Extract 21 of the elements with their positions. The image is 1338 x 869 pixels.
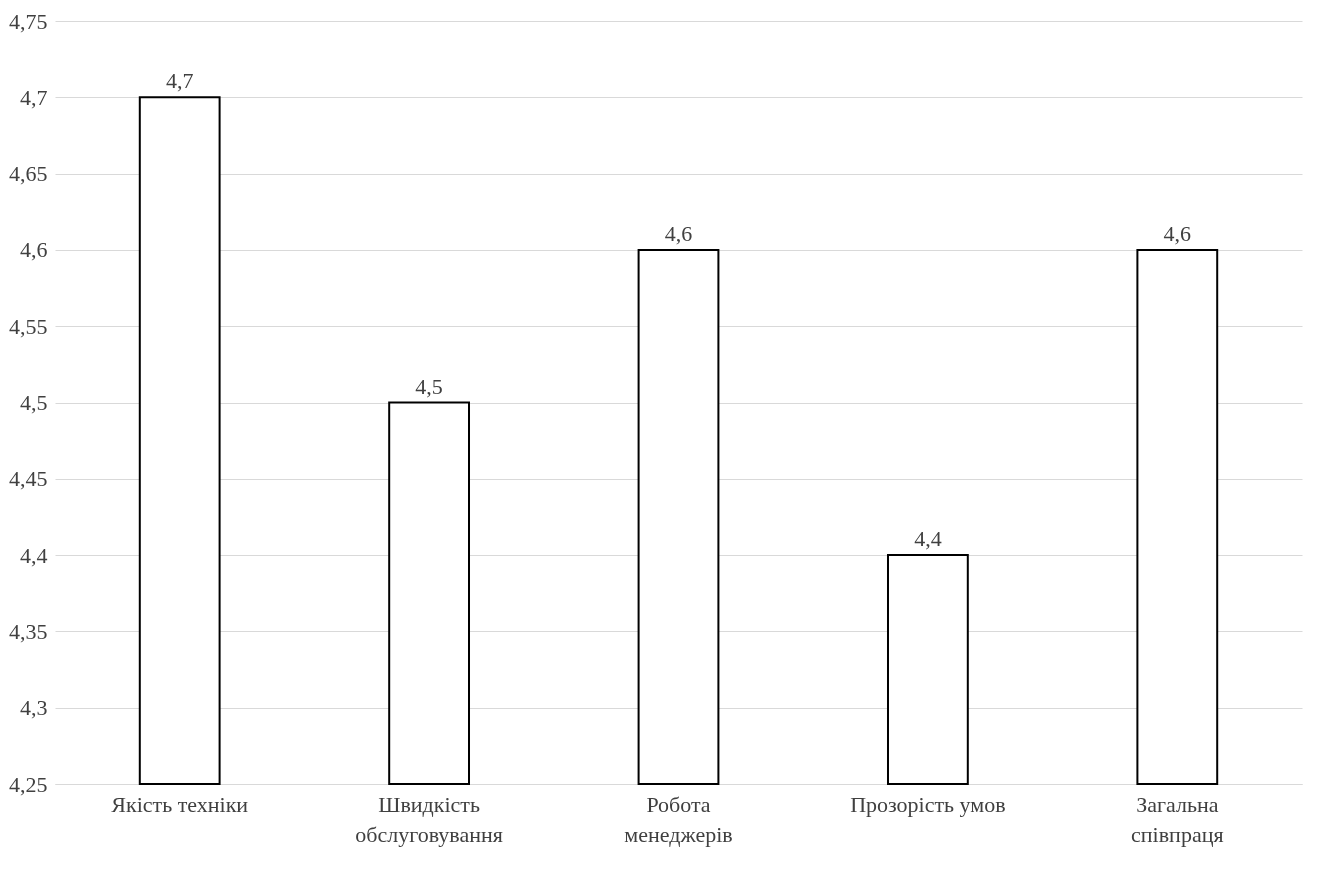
- y-tick-label: 4,55: [9, 313, 48, 339]
- y-tick-label: 4,75: [9, 8, 48, 34]
- data-label: 4,4: [914, 526, 942, 552]
- y-tick-label: 4,7: [20, 84, 48, 110]
- y-tick-label: 4,4: [20, 542, 48, 568]
- y-tick-label: 4,25: [9, 771, 48, 797]
- y-tick-label: 4,65: [9, 161, 48, 187]
- data-label: 4,6: [1163, 220, 1192, 246]
- y-tick-label: 4,45: [9, 466, 48, 492]
- data-label: 4,5: [415, 373, 443, 399]
- x-tick-label: Прозорість умов: [850, 791, 1006, 817]
- x-tick-label: Загальна співпраця: [1131, 791, 1224, 847]
- data-label: 4,7: [165, 68, 194, 94]
- x-tick-label: Робота менеджерів: [624, 791, 733, 847]
- x-tick-label: Якість техніки: [111, 791, 249, 817]
- y-tick-label: 4,3: [20, 695, 48, 721]
- y-tick-label: 4,6: [20, 237, 48, 263]
- y-tick-label: 4,35: [9, 618, 48, 644]
- y-tick-label: 4,5: [20, 390, 48, 415]
- x-tick-label: Швидкість обслуговування: [355, 791, 503, 847]
- data-label: 4,6: [664, 220, 693, 246]
